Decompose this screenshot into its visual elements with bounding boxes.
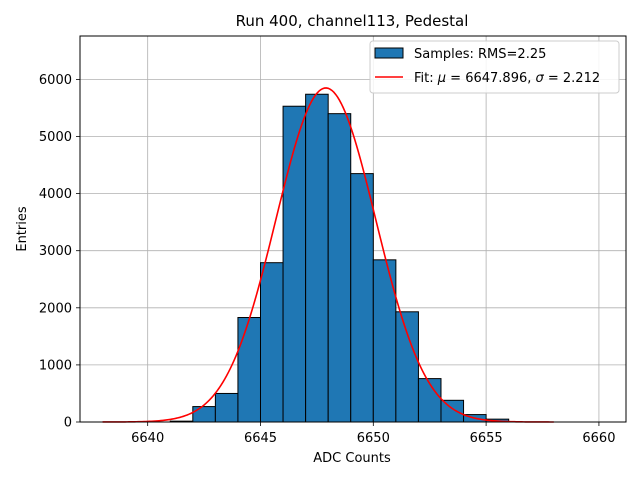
- histogram-bar: [350, 173, 374, 423]
- legend-fit-sigma-symbol: σ: [536, 71, 545, 86]
- legend-box: [369, 40, 620, 94]
- legend-fit-label: Fit: μ = 6647.896, σ = 2.212: [414, 71, 600, 86]
- y-axis-label: Entries: [15, 206, 30, 252]
- histogram-bar: [282, 105, 307, 423]
- chart-title: Run 400, channel113, Pedestal: [236, 12, 469, 30]
- legend-samples-swatch: [374, 47, 404, 59]
- legend-samples-label: Samples: RMS=2.25: [414, 47, 546, 62]
- legend-fit-prefix: Fit:: [414, 71, 438, 86]
- x-tick-label: 6660: [582, 431, 615, 446]
- y-tick-label: 6000: [39, 73, 72, 88]
- y-tick-label: 2000: [39, 301, 72, 316]
- legend: Samples: RMS=2.25 Fit: μ = 6647.896, σ =…: [369, 40, 620, 94]
- y-tick-label: 3000: [39, 244, 72, 259]
- x-axis-ticks: 6640 6645 6650 6655 6660: [131, 422, 615, 446]
- histogram-bar: [395, 311, 419, 423]
- x-tick-label: 6655: [470, 431, 503, 446]
- y-tick-label: 5000: [39, 130, 72, 145]
- legend-fit-sigma-value: = 2.212: [544, 71, 600, 86]
- legend-fit-mu-value: = 6647.896,: [446, 71, 535, 86]
- axes-frame: [79, 35, 627, 423]
- y-tick-label: 1000: [39, 358, 72, 373]
- x-axis-label: ADC Counts: [313, 451, 391, 466]
- x-tick-label: 6650: [357, 431, 390, 446]
- histogram-bar: [237, 317, 261, 423]
- fit-curve: [102, 87, 554, 423]
- histogram-bar: [214, 392, 239, 423]
- fit-curve-layer: [102, 87, 554, 423]
- y-axis-ticks: 0 1000 2000 3000 4000 5000 6000: [39, 73, 80, 431]
- x-tick-label: 6645: [244, 431, 277, 446]
- histogram-bar: [327, 113, 352, 423]
- x-tick-label: 6640: [131, 431, 164, 446]
- histogram-bar: [192, 406, 216, 423]
- histogram-bar: [259, 262, 284, 423]
- y-tick-label: 4000: [39, 187, 72, 202]
- histogram-bar: [305, 93, 329, 423]
- histogram-bars: [169, 93, 510, 423]
- y-tick-label: 0: [64, 416, 72, 431]
- legend-fit-mu-symbol: μ: [437, 71, 446, 86]
- histogram-bar: [440, 399, 465, 423]
